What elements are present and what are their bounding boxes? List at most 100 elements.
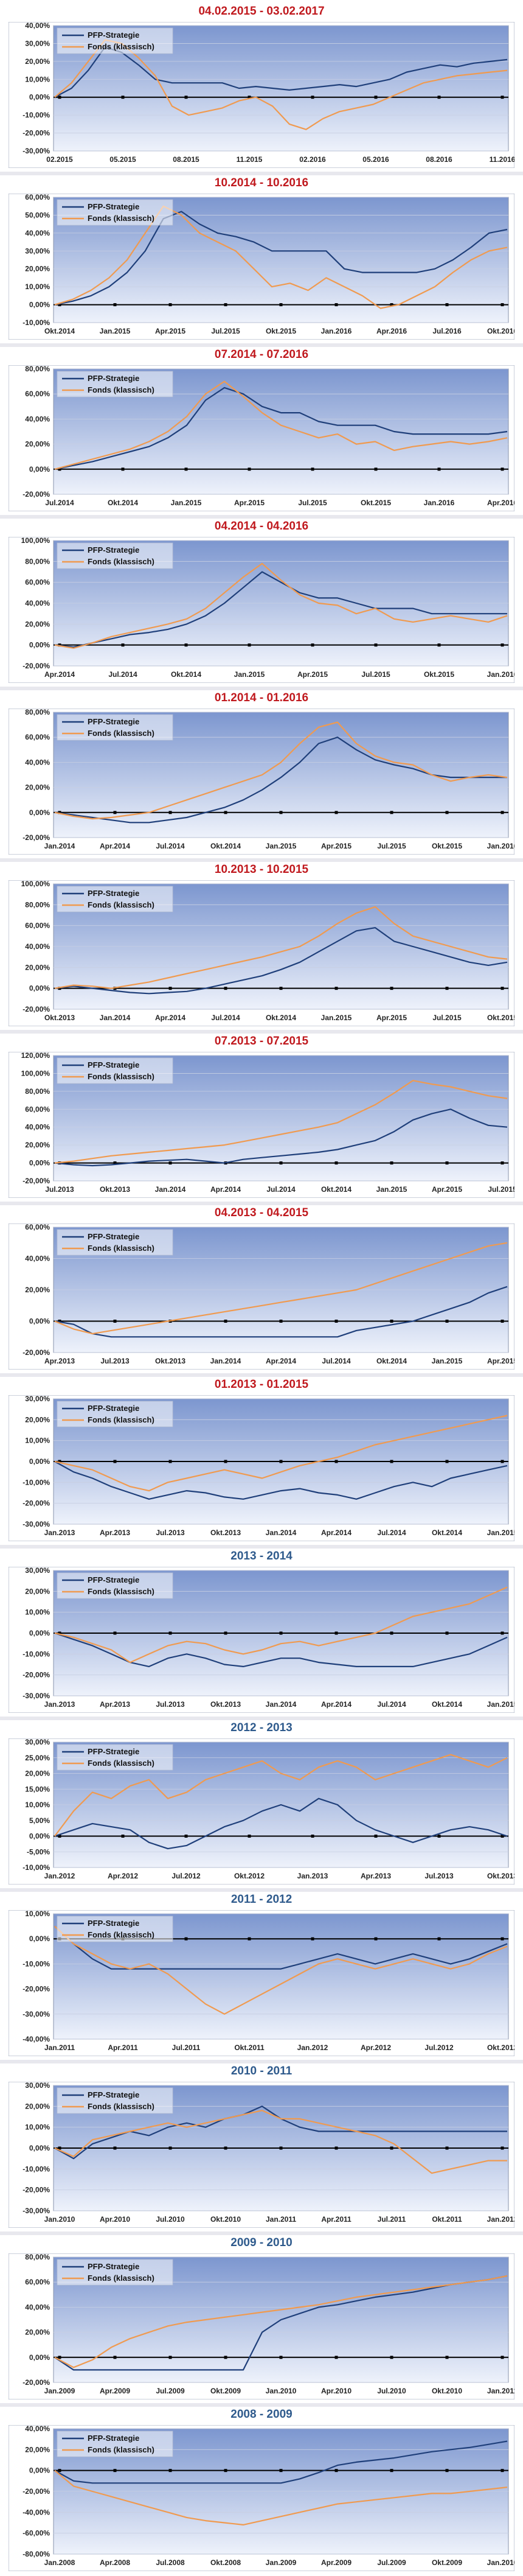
x-tick-label: Jul.2015 bbox=[298, 499, 327, 507]
chart-frame: 100,00% 80,00% 60,00% 40,00% 20,00% 0,00% -20,… bbox=[9, 880, 514, 1026]
chart-frame: 80,00% 60,00% 40,00% 20,00% 0,00% -20,00% Jan.… bbox=[9, 2253, 514, 2399]
x-tick-mark bbox=[311, 1835, 314, 1838]
y-tick-label: 40,00% bbox=[25, 229, 50, 237]
chart-panel: 04.02.2015 - 03.02.2017 40,00% 30,00% 20,00… bbox=[0, 0, 523, 172]
chart-title: 07.2014 - 07.2016 bbox=[214, 348, 309, 361]
x-tick-mark bbox=[390, 987, 393, 990]
x-tick-label: Apr.2014 bbox=[100, 842, 130, 850]
y-tick-label: -20,00% bbox=[23, 1348, 50, 1357]
legend-box bbox=[57, 371, 173, 397]
x-tick-mark bbox=[500, 643, 504, 647]
legend: PFP-Strategie Fonds (klassisch) bbox=[57, 1229, 173, 1256]
x-tick-mark bbox=[58, 303, 61, 307]
line-chart: 30,00% 20,00% 10,00% 0,00% -10,00% -20,00% -30… bbox=[9, 1395, 514, 1541]
legend: PFP-Strategie Fonds (klassisch) bbox=[57, 714, 173, 741]
x-tick-mark bbox=[168, 2469, 172, 2473]
x-tick-label: 11.2016 bbox=[490, 155, 514, 164]
x-tick-mark bbox=[334, 811, 338, 814]
x-tick-label: Jul.2012 bbox=[171, 1872, 201, 1880]
x-tick-label: Jan.2014 bbox=[266, 1700, 297, 1709]
x-tick-label: Apr.2014 bbox=[266, 1357, 296, 1365]
x-tick-mark bbox=[184, 1937, 188, 1941]
x-tick-mark bbox=[224, 987, 227, 990]
x-tick-mark bbox=[58, 1460, 61, 1463]
y-tick-label: -20,00% bbox=[23, 490, 50, 499]
x-tick-mark bbox=[279, 811, 283, 814]
legend-box bbox=[57, 2431, 173, 2457]
y-tick-label: 20,00% bbox=[25, 440, 50, 449]
x-tick-mark bbox=[390, 303, 393, 307]
x-tick-label: Apr.2012 bbox=[108, 1872, 138, 1880]
y-tick-label: -30,00% bbox=[23, 1692, 50, 1700]
x-tick-mark bbox=[168, 987, 172, 990]
x-tick-mark bbox=[334, 2469, 338, 2473]
y-tick-label: 10,00% bbox=[25, 1437, 50, 1445]
x-tick-mark bbox=[224, 2469, 227, 2473]
x-tick-label: Apr.2015 bbox=[321, 842, 352, 850]
y-tick-label: 20,00% bbox=[25, 1587, 50, 1595]
x-tick-label: Okt.2014 bbox=[171, 670, 201, 679]
legend-box bbox=[57, 1572, 173, 1599]
series-line-strategy bbox=[54, 2440, 508, 2484]
legend-label-fund: Fonds (klassisch) bbox=[88, 557, 154, 566]
x-tick-label: 05.2015 bbox=[109, 155, 136, 164]
y-tick-label: 60,00% bbox=[25, 1223, 50, 1231]
x-tick-label: Apr.2013 bbox=[44, 1357, 75, 1365]
y-tick-label: 0,00% bbox=[29, 465, 50, 474]
y-tick-label: -10,00% bbox=[23, 1863, 50, 1872]
legend-label-strategy: PFP-Strategie bbox=[88, 717, 139, 726]
legend-label-fund: Fonds (klassisch) bbox=[88, 729, 154, 738]
x-tick-label: Jul.2014 bbox=[266, 1185, 296, 1194]
chart-panel: 2010 - 2011 30,00% 20,00% 10,00% 0,00% -10,00… bbox=[0, 2060, 523, 2231]
x-tick-mark bbox=[311, 467, 314, 471]
x-tick-label: Apr.2015 bbox=[432, 1185, 462, 1194]
y-tick-label: 40,00% bbox=[25, 1255, 50, 1263]
y-tick-label: 20,00% bbox=[25, 2445, 50, 2454]
x-tick-mark bbox=[500, 467, 504, 471]
x-tick-label: Jul.2014 bbox=[108, 670, 137, 679]
y-tick-label: 10,00% bbox=[25, 1801, 50, 1809]
x-tick-label: Okt.2014 bbox=[432, 1700, 462, 1709]
x-tick-label: Apr.2014 bbox=[321, 1700, 352, 1709]
y-tick-label: -60,00% bbox=[23, 2529, 50, 2538]
x-tick-mark bbox=[311, 96, 314, 99]
panel-separator bbox=[0, 343, 523, 347]
y-tick-label: 20,00% bbox=[25, 1415, 50, 1424]
y-tick-label: -20,00% bbox=[23, 833, 50, 842]
x-tick-label: Apr.2014 bbox=[210, 1185, 241, 1194]
x-tick-label: Jul.2014 bbox=[45, 499, 74, 507]
x-tick-label: Apr.2014 bbox=[44, 670, 75, 679]
legend-label-strategy: PFP-Strategie bbox=[88, 1404, 139, 1413]
y-tick-label: -10,00% bbox=[23, 1959, 50, 1968]
x-tick-mark bbox=[279, 1161, 283, 1165]
series-line-fund bbox=[54, 1242, 508, 1335]
y-tick-label: 0,00% bbox=[29, 2466, 50, 2475]
legend-label-fund: Fonds (klassisch) bbox=[88, 1587, 154, 1596]
chart-frame: 40,00% 20,00% 0,00% -20,00% -40,00% -60,00% -8… bbox=[9, 2425, 514, 2571]
x-tick-mark bbox=[168, 2356, 172, 2359]
legend-label-strategy: PFP-Strategie bbox=[88, 889, 139, 898]
x-tick-label: Jan.2009 bbox=[266, 2558, 297, 2567]
x-tick-label: Apr.2016 bbox=[376, 327, 407, 335]
x-tick-mark bbox=[279, 1460, 283, 1463]
x-tick-label: Okt.2008 bbox=[210, 2558, 241, 2567]
x-tick-label: Jan.2013 bbox=[44, 1528, 75, 1537]
series-line-strategy bbox=[54, 46, 508, 98]
x-tick-label: Apr.2010 bbox=[321, 2387, 352, 2395]
y-tick-label: -10,00% bbox=[23, 2165, 50, 2173]
y-tick-label: 60,00% bbox=[25, 390, 50, 398]
series-line-strategy bbox=[54, 1108, 508, 1167]
x-tick-mark bbox=[334, 1631, 338, 1635]
chart-title: 2011 - 2012 bbox=[230, 1893, 293, 1906]
x-tick-label: Jul.2015 bbox=[377, 842, 406, 850]
x-tick-mark bbox=[500, 1937, 504, 1941]
legend-label-strategy: PFP-Strategie bbox=[88, 1747, 139, 1756]
x-tick-label: Apr.2016 bbox=[487, 499, 514, 507]
y-tick-label: 40,00% bbox=[25, 758, 50, 766]
chart-title: 01.2013 - 01.2015 bbox=[214, 1378, 309, 1391]
x-tick-mark bbox=[334, 303, 338, 307]
y-tick-label: 10,00% bbox=[25, 75, 50, 83]
chart-panel: 07.2013 - 07.2015 120,00% 100,00% 80,00% 60,… bbox=[0, 1030, 523, 1202]
legend-box bbox=[57, 1057, 173, 1084]
x-tick-mark bbox=[113, 303, 117, 307]
